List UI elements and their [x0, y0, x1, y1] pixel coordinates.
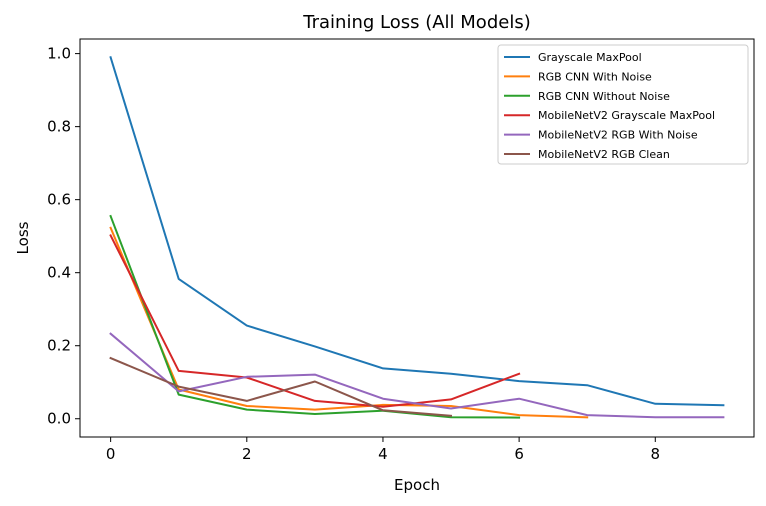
legend-items: Grayscale MaxPool RGB CNN With Noise RGB C… — [504, 51, 715, 161]
series-line-5 — [109, 332, 725, 419]
x-axis-label: Epoch — [394, 476, 440, 494]
y-tick-label: 0.6 — [47, 191, 71, 209]
legend-label: MobileNetV2 RGB Clean — [538, 148, 670, 161]
series-lines — [109, 56, 725, 419]
series-line-6 — [109, 356, 453, 417]
plot-frame — [79, 38, 755, 438]
x-tick-label: 6 — [514, 445, 524, 463]
y-tick-label: 1.0 — [47, 45, 71, 63]
legend-label: MobileNetV2 RGB With Noise — [538, 129, 698, 142]
series-line-2 — [109, 226, 589, 419]
series-line-3 — [109, 214, 521, 419]
legend-box — [497, 44, 749, 165]
x-tick-label: 8 — [651, 445, 661, 463]
x-tick-label: 4 — [378, 445, 388, 463]
legend-label: RGB CNN With Noise — [538, 70, 652, 83]
y-axis-label: Loss — [14, 221, 32, 254]
y-tick-label: 0.4 — [47, 264, 71, 282]
x-tick-label: 0 — [106, 445, 116, 463]
y-tick-label: 0.0 — [47, 410, 71, 428]
legend-label: MobileNetV2 Grayscale MaxPool — [538, 109, 715, 122]
y-axis-ticks: 0.0 0.2 0.4 0.6 0.8 1.0 — [47, 45, 80, 428]
x-tick-label: 2 — [242, 445, 252, 463]
chart-title: Training Loss (All Models) — [302, 12, 530, 33]
x-axis-ticks: 0 2 4 6 8 — [106, 437, 660, 463]
legend-label: RGB CNN Without Noise — [538, 90, 670, 103]
legend-label: Grayscale MaxPool — [538, 51, 642, 64]
legend: Grayscale MaxPool RGB CNN With Noise RGB C… — [497, 44, 749, 165]
series-line-4 — [109, 234, 521, 408]
y-tick-label: 0.8 — [47, 118, 71, 136]
y-tick-label: 0.2 — [47, 337, 71, 355]
series-line-1 — [109, 56, 725, 407]
plot-area: 0 2 4 6 8 0.0 0.2 0.4 0.6 0.8 1.0 — [47, 38, 755, 463]
